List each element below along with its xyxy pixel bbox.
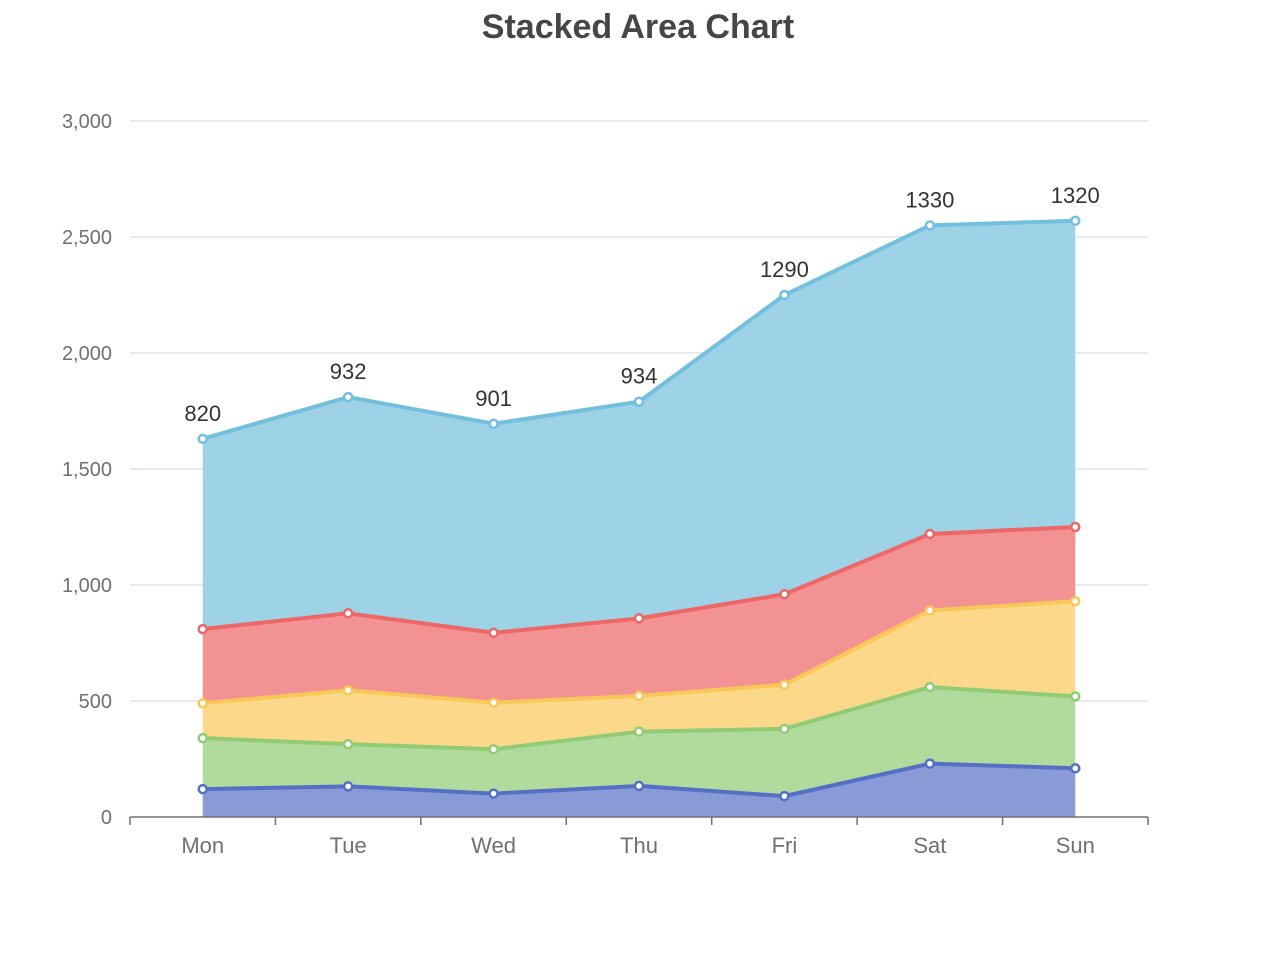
y-tick-label: 2,000 [62, 343, 112, 365]
y-tick-label: 1,500 [62, 459, 112, 481]
data-label: 1320 [1051, 183, 1100, 208]
data-point [488, 418, 499, 430]
data-point [197, 732, 208, 744]
data-point [924, 605, 936, 616]
data-point [342, 685, 354, 696]
data-point [633, 690, 645, 702]
chart-title: Stacked Area Chart [481, 8, 795, 46]
data-point [633, 726, 645, 737]
data-point [342, 738, 354, 750]
series-area [202, 687, 1076, 797]
data-point [1070, 521, 1081, 533]
y-tick-label: 2,500 [62, 227, 112, 249]
data-point [342, 391, 354, 403]
data-label: 1330 [905, 187, 954, 212]
point-layer [197, 215, 1081, 802]
x-tick-label: Sat [913, 833, 946, 858]
x-tick-label: Sun [1056, 833, 1095, 858]
x-tick-label: Wed [471, 833, 516, 858]
data-label: 932 [330, 359, 367, 384]
data-label: 820 [184, 401, 221, 426]
data-point [197, 698, 208, 709]
data-point [1070, 215, 1081, 227]
label-layer: 820 932 901 934 1290 1330 1320 [184, 183, 1099, 426]
data-point [488, 788, 499, 799]
data-point [633, 396, 645, 407]
data-point [197, 433, 208, 445]
data-point [924, 681, 936, 693]
data-point [197, 623, 208, 635]
data-point [1070, 595, 1081, 607]
area-layer [202, 220, 1076, 817]
data-point [633, 613, 645, 624]
data-point [779, 589, 790, 600]
axis-layer: 0 500 1,000 1,500 2,000 2,500 3,000 Mon Tue Wed Th… [62, 111, 1149, 858]
data-point [197, 783, 208, 795]
y-tick-label: 500 [79, 691, 112, 713]
data-point [342, 781, 354, 792]
x-tick-label: Fri [772, 833, 798, 858]
data-point [1070, 763, 1081, 774]
data-point [342, 608, 354, 619]
data-point [633, 780, 645, 792]
series-area [202, 220, 1076, 633]
data-point [924, 528, 936, 540]
data-point [488, 627, 499, 639]
data-point [779, 679, 790, 691]
data-point [779, 289, 790, 301]
data-point [924, 758, 936, 769]
x-tick-label: Mon [181, 833, 224, 858]
x-tick-label: Tue [330, 833, 367, 858]
series-area [202, 527, 1076, 704]
data-label: 934 [621, 364, 658, 389]
data-point [488, 744, 499, 755]
y-tick-label: 3,000 [62, 111, 112, 133]
series-area [202, 601, 1076, 750]
x-tick-label: Thu [620, 833, 658, 858]
data-point [779, 723, 790, 735]
data-point [1070, 691, 1081, 702]
data-point [924, 220, 936, 231]
y-tick-label: 1,000 [62, 575, 112, 597]
y-tick-label: 0 [101, 807, 112, 829]
data-point [488, 697, 499, 708]
data-point [779, 790, 790, 802]
data-label: 1290 [760, 257, 809, 282]
data-label: 901 [475, 386, 512, 411]
